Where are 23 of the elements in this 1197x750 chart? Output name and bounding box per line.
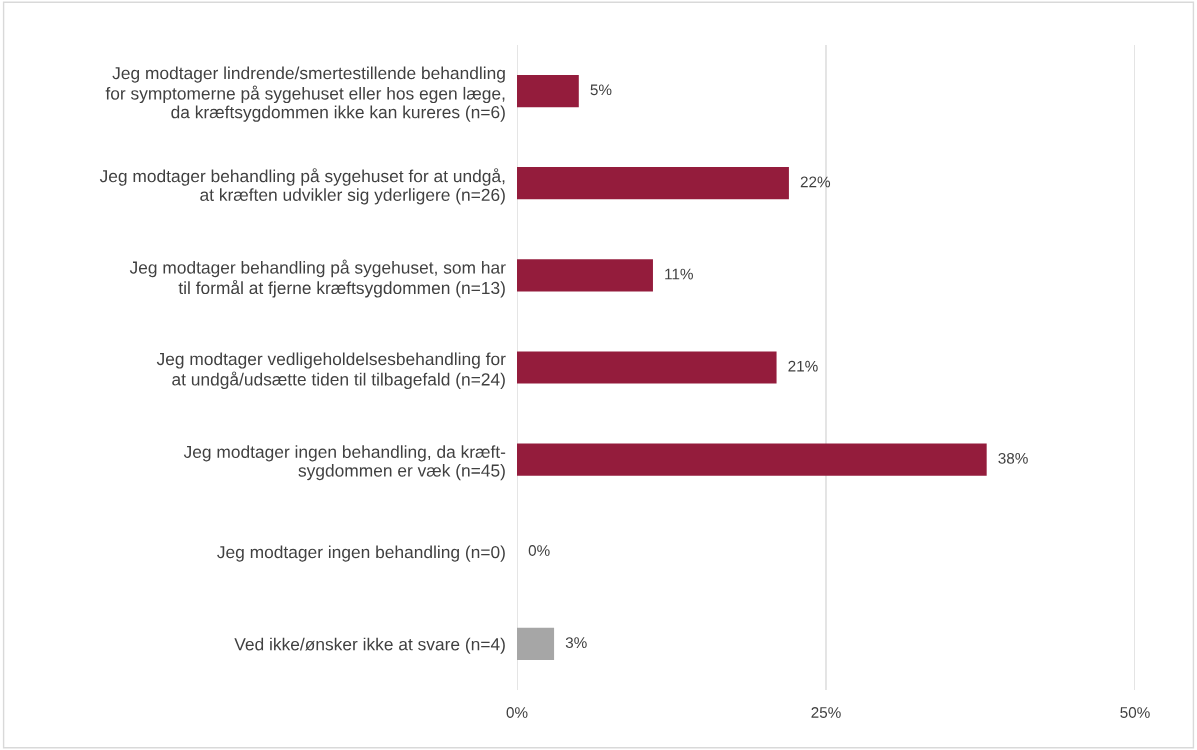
bar: [517, 627, 555, 661]
data-label: 0%: [528, 545, 550, 556]
data-label: 21%: [788, 360, 818, 372]
data-label: 38%: [998, 452, 1028, 464]
bar: [517, 167, 789, 200]
x-tick-label: 0%: [506, 707, 528, 718]
x-tick-label: 25%: [811, 707, 841, 718]
y-tick-label: Ved ikke/ønsker ikke at svare (n=4): [234, 637, 505, 654]
bar: [517, 259, 653, 292]
bar: [517, 443, 987, 476]
data-label: 3%: [565, 637, 587, 649]
data-label: 22%: [800, 176, 831, 188]
bar: [517, 74, 579, 108]
y-tick-label: Jeg modtager behandling på sygehuset, som har til formål at fjerne kræftsygdommen (n=13): [129, 259, 506, 298]
y-tick-label: Jeg modtager behandling på sygehuset for at undgå, at kræften udvikler sig yderligere (n=26): [99, 168, 505, 205]
bar: [517, 351, 777, 384]
x-tick-label: 50%: [1120, 707, 1150, 718]
data-label: 11%: [665, 268, 693, 280]
y-tick-label: Jeg modtager lindrende/smertestillende behandling for symptomerne på sygehuset eller hos egen læge, da kræftsygdommen ikke kan kureres (n=6): [105, 66, 505, 122]
data-label: 5%: [590, 84, 612, 96]
y-tick-label: Jeg modtager ingen behandling, da kræft- sygdommen er væk (n=45): [183, 445, 506, 481]
y-tick-label: Jeg modtager vedligeholdelsesbehandling for at undgå/udsætte tiden til tilbagefald (n=24): [156, 352, 506, 389]
y-tick-label: Jeg modtager ingen behandling (n=0): [217, 545, 505, 562]
